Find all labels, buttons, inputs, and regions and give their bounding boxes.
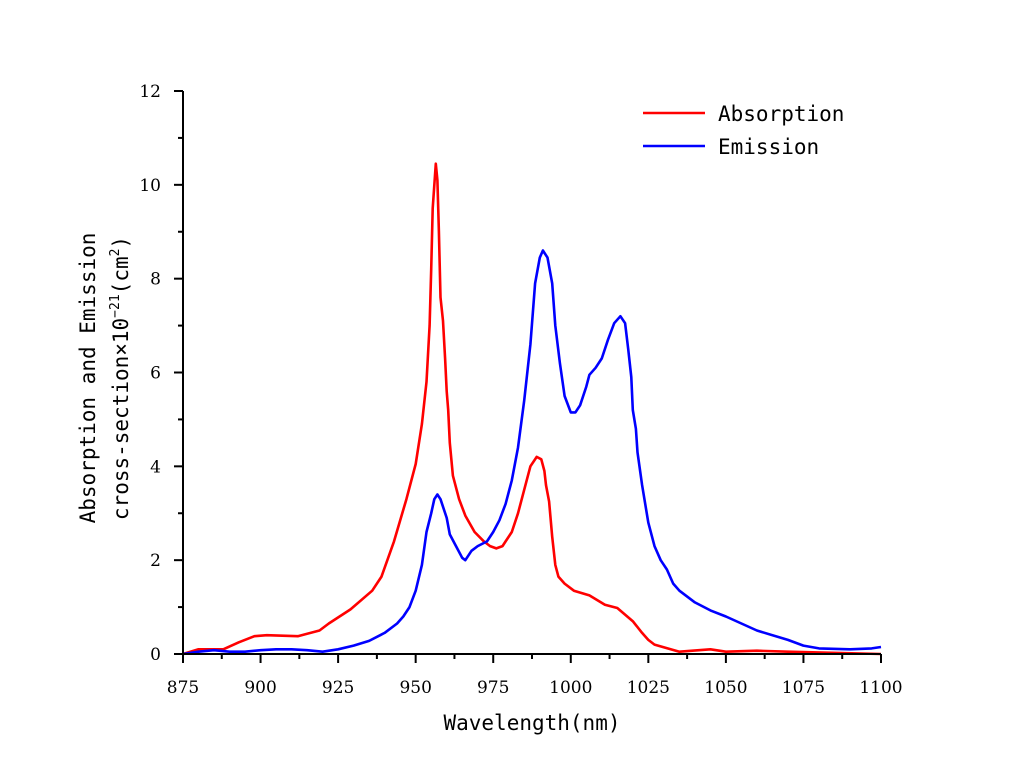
x-tick-label: 975 xyxy=(477,678,509,698)
y-tick-label: 0 xyxy=(150,645,161,665)
y-tick-label: 12 xyxy=(139,82,161,102)
y-tick-label: 4 xyxy=(150,457,161,477)
y-tick-label: 2 xyxy=(150,551,161,571)
y-label-unit-exponent: 2 xyxy=(108,249,123,257)
legend-label-absorption: Absorption xyxy=(718,102,844,126)
y-tick-label: 8 xyxy=(150,270,161,290)
x-tick-label: 1100 xyxy=(859,678,902,698)
x-tick-label: 900 xyxy=(244,678,276,698)
x-tick-label: 925 xyxy=(322,678,354,698)
y-label-exponent: −21 xyxy=(108,294,123,317)
series-line-emission xyxy=(182,249,882,656)
y-label-unit-close: ) xyxy=(109,236,133,249)
series-layer xyxy=(182,162,882,656)
axes-layer: 875 900 925 950 975 1000 1025 1050 1075 1100 0 2 4 6 8… xyxy=(139,82,902,698)
y-tick-label: 10 xyxy=(139,176,161,196)
y-axis-label-line2: cross-section×10−21(cm2) xyxy=(108,236,133,520)
legend-label-emission: Emission xyxy=(718,135,819,159)
series-line-absorption xyxy=(182,162,882,656)
y-label-unit: (cm xyxy=(109,256,133,294)
y-axis-label: Absorption and Emission cross-section×10… xyxy=(76,233,133,524)
x-tick-label: 1050 xyxy=(704,678,747,698)
x-tick-label: 1000 xyxy=(549,678,592,698)
legend: Absorption Emission xyxy=(643,102,844,159)
x-tick-label: 1075 xyxy=(782,678,825,698)
x-tick-label: 1025 xyxy=(627,678,670,698)
x-axis-label: Wavelength(nm) xyxy=(443,711,620,735)
y-label-prefix: cross-section×10 xyxy=(109,318,133,520)
x-tick-label: 950 xyxy=(399,678,431,698)
x-tick-label: 875 xyxy=(167,678,199,698)
y-tick-label: 6 xyxy=(150,364,161,384)
y-axis-label-line1: Absorption and Emission xyxy=(76,233,100,524)
